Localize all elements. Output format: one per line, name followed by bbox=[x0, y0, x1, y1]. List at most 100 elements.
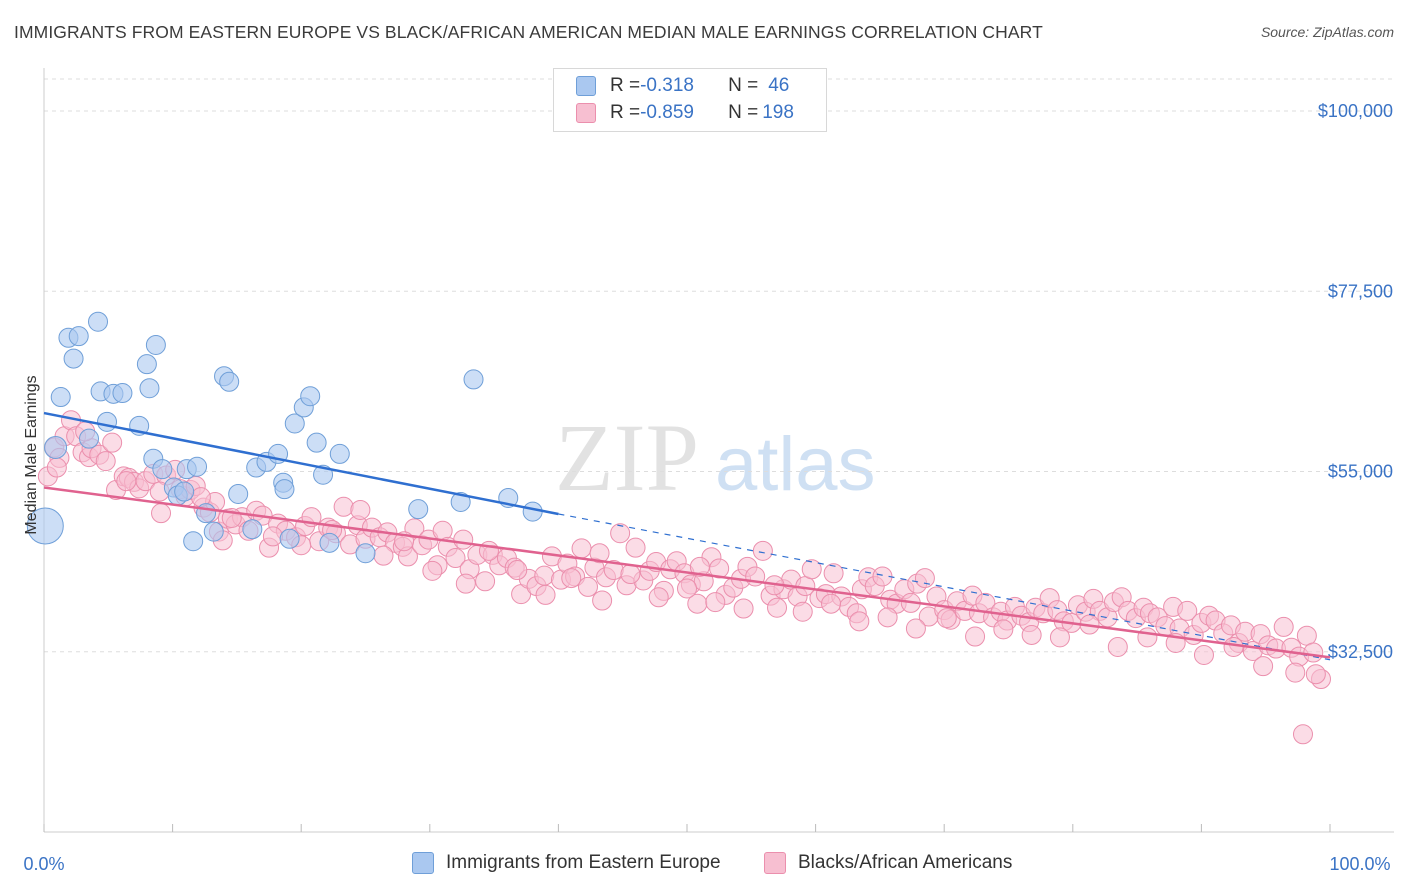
data-point-eastern-europe bbox=[279, 528, 300, 549]
legend-n-value: 46 bbox=[768, 75, 790, 96]
legend-r-label: R = bbox=[610, 75, 641, 96]
data-point-black-african-american bbox=[455, 573, 476, 594]
data-point-eastern-europe bbox=[145, 334, 166, 355]
data-point-eastern-europe bbox=[196, 503, 217, 524]
trend-line-eastern-europe bbox=[43, 411, 559, 516]
data-point-black-african-american bbox=[767, 597, 788, 618]
data-point-black-african-american bbox=[1253, 656, 1274, 677]
data-point-eastern-europe bbox=[203, 521, 224, 542]
data-point-black-african-american bbox=[705, 592, 726, 613]
legend-r-label: R = bbox=[610, 102, 641, 123]
data-point-eastern-europe bbox=[329, 443, 350, 464]
data-point-black-african-american bbox=[610, 523, 631, 544]
data-point-black-african-american bbox=[792, 601, 813, 622]
data-point-black-african-american bbox=[475, 571, 496, 592]
data-point-black-african-american bbox=[1049, 627, 1070, 648]
data-point-eastern-europe bbox=[79, 428, 100, 449]
data-point-eastern-europe bbox=[319, 532, 340, 553]
data-point-black-african-american bbox=[535, 584, 556, 605]
x-ticks bbox=[43, 824, 1331, 832]
data-point-black-african-american bbox=[95, 451, 116, 472]
data-point-black-african-american bbox=[993, 619, 1014, 640]
data-point-black-african-american bbox=[1305, 664, 1326, 685]
data-point-black-african-american bbox=[151, 503, 172, 524]
data-point-black-african-american bbox=[534, 565, 555, 586]
data-point-black-african-american bbox=[677, 578, 697, 599]
data-point-black-african-american bbox=[350, 499, 371, 520]
data-point-eastern-europe bbox=[463, 369, 484, 390]
data-point-black-african-american bbox=[589, 543, 610, 564]
data-point-black-african-american bbox=[561, 568, 582, 589]
data-point-black-african-american bbox=[1296, 625, 1317, 646]
data-point-black-african-american bbox=[1303, 642, 1324, 663]
data-point-eastern-europe bbox=[50, 387, 71, 408]
data-point-black-african-american bbox=[373, 545, 394, 566]
trend-line-eastern-europe-extrapolated bbox=[558, 513, 1331, 661]
data-point-eastern-europe bbox=[97, 411, 118, 432]
trend-line-black-african-american bbox=[43, 486, 1331, 659]
legend-row-black-african-american: R = -0.859 N = 198 bbox=[576, 100, 794, 126]
data-point-eastern-europe bbox=[300, 386, 321, 407]
data-point-eastern-europe bbox=[136, 354, 157, 375]
legend-item-label: Immigrants from Eastern Europe bbox=[446, 852, 721, 873]
data-point-black-african-american bbox=[1223, 636, 1244, 657]
data-point-black-african-american bbox=[1107, 636, 1128, 657]
data-point-black-african-american bbox=[801, 559, 822, 580]
data-point-eastern-europe bbox=[522, 501, 543, 522]
data-point-black-african-american bbox=[592, 590, 613, 611]
source-label: Source: ZipAtlas.com bbox=[1260, 24, 1394, 40]
data-point-eastern-europe bbox=[183, 531, 204, 552]
series-immigrants-eastern-europe bbox=[26, 311, 543, 564]
y-tick-label: $77,500 bbox=[1328, 281, 1393, 301]
data-point-black-african-american bbox=[733, 598, 754, 619]
legend-n-value: 198 bbox=[762, 102, 794, 123]
data-point-eastern-europe bbox=[63, 348, 84, 369]
data-point-black-african-american bbox=[965, 626, 986, 647]
data-point-eastern-europe bbox=[174, 481, 195, 502]
data-point-eastern-europe bbox=[44, 435, 68, 459]
data-point-black-african-american bbox=[333, 496, 354, 517]
y-tick-labels: $32,500 $55,000 $77,500 $100,000 bbox=[1318, 101, 1393, 662]
x-tick-label-min: 0.0% bbox=[23, 854, 64, 874]
series-legend: Immigrants from Eastern Europe Blacks/Af… bbox=[0, 852, 1406, 878]
data-point-black-african-american bbox=[422, 560, 443, 581]
legend-n-label: N = bbox=[728, 75, 759, 96]
data-point-eastern-europe bbox=[187, 456, 208, 477]
data-point-eastern-europe bbox=[152, 459, 173, 480]
chart-title: IMMIGRANTS FROM EASTERN EUROPE VS BLACK/… bbox=[14, 22, 1043, 42]
legend-swatch-pink bbox=[764, 852, 786, 874]
data-point-eastern-europe bbox=[112, 383, 133, 404]
data-point-black-african-american bbox=[1193, 644, 1214, 665]
data-point-black-african-american bbox=[116, 471, 137, 492]
data-point-black-african-american bbox=[1137, 627, 1158, 648]
legend-r-value: -0.859 bbox=[640, 102, 694, 123]
data-point-black-african-american bbox=[102, 432, 123, 453]
data-point-black-african-american bbox=[625, 537, 646, 558]
legend-item-eastern-europe[interactable]: Immigrants from Eastern Europe bbox=[412, 852, 721, 874]
y-tick-label: $32,500 bbox=[1328, 642, 1393, 662]
data-point-eastern-europe bbox=[355, 543, 376, 564]
data-point-eastern-europe bbox=[242, 519, 263, 540]
data-point-black-african-american bbox=[752, 540, 773, 561]
data-point-eastern-europe bbox=[219, 371, 240, 392]
data-point-eastern-europe bbox=[408, 499, 429, 520]
data-point-black-african-american bbox=[46, 457, 67, 478]
data-point-eastern-europe bbox=[139, 378, 160, 399]
legend-item-black-african-american[interactable]: Blacks/African Americans bbox=[764, 852, 1012, 874]
data-point-black-african-american bbox=[577, 576, 598, 597]
data-point-black-african-american bbox=[453, 529, 474, 550]
y-tick-label: $55,000 bbox=[1328, 462, 1393, 482]
y-axis-label: Median Male Earnings bbox=[23, 375, 40, 534]
data-point-black-african-american bbox=[936, 608, 957, 629]
data-point-black-african-american bbox=[1021, 624, 1042, 645]
data-point-eastern-europe bbox=[450, 491, 471, 512]
data-point-eastern-europe bbox=[228, 483, 249, 504]
data-point-eastern-europe bbox=[26, 507, 64, 545]
legend-swatch-blue bbox=[412, 852, 434, 874]
legend-swatch-pink bbox=[576, 103, 596, 123]
legend-row-eastern-europe: R = -0.318 N = 46 bbox=[576, 73, 789, 99]
data-point-black-african-american bbox=[905, 618, 926, 639]
data-point-eastern-europe bbox=[68, 326, 89, 347]
data-point-black-african-american bbox=[1285, 662, 1306, 683]
